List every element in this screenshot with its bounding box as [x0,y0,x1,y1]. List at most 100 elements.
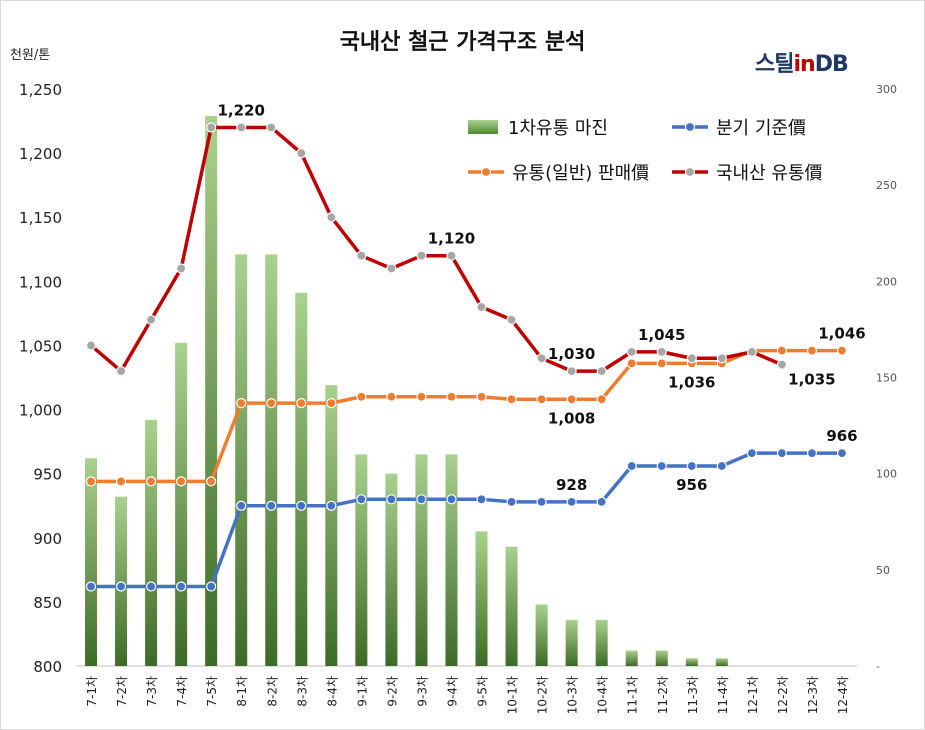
line-marker [506,496,517,507]
line-marker [686,353,697,364]
category-label: 12-3차 [806,676,820,714]
line-marker [296,148,307,159]
left-tick-label: 1,000 [19,402,62,420]
category-label: 7-4차 [175,676,189,707]
line-marker [416,391,427,402]
bar [475,531,488,666]
line-marker [206,581,217,592]
category-label: 7-5차 [205,676,219,707]
category-label: 8-1차 [235,676,249,707]
brand-logo: 스틸inDB [755,46,849,78]
category-label: 9-5차 [476,676,490,707]
bar [415,454,428,666]
bar [655,650,668,666]
line-marker [145,476,157,487]
bar [175,342,188,666]
line-marker [236,122,247,133]
line-marker [656,358,667,369]
bar [265,254,278,666]
line-marker [476,391,487,402]
line-marker [536,496,547,507]
left-tick-label: 850 [33,594,62,612]
series-line [89,125,783,373]
bar [235,254,248,666]
line-marker [656,346,667,357]
left-tick-label: 1,050 [19,337,62,355]
unit-label: 천원/톤 [10,48,51,63]
data-label: 1,030 [548,345,595,363]
line-marker [446,494,457,505]
bar [625,650,638,666]
category-label: 9-3차 [415,676,429,707]
line-marker [776,359,788,370]
line-marker [326,398,337,409]
line-marker [115,476,127,487]
line-marker [806,448,818,459]
category-label: 9-4차 [445,676,459,707]
category-label: 8-4차 [325,676,339,707]
logo-text-3: DB [814,52,849,77]
line-marker [476,301,487,313]
line-marker [566,394,577,405]
line-marker [626,358,637,369]
line-marker [506,394,517,405]
line-marker [446,250,457,261]
line-marker [536,394,547,405]
category-label: 9-2차 [385,676,399,707]
line-marker [836,448,848,459]
bar [595,619,608,666]
bar [325,385,338,666]
right-tick-label: 100 [876,468,897,481]
line-marker [266,500,277,511]
line-marker [85,340,97,351]
line-marker [236,398,247,409]
data-label: 1,046 [818,325,865,343]
line-marker [176,476,187,487]
line-marker [326,500,337,511]
line-marker [266,398,277,409]
data-label: 928 [556,476,587,494]
left-tick-label: 1,250 [19,81,62,99]
data-label: 1,220 [217,101,264,119]
data-label: 1,035 [788,371,835,389]
line-marker [536,353,547,364]
bar [505,546,518,666]
line-marker [386,494,397,505]
left-tick-label: 900 [33,530,62,548]
category-label: 8-2차 [265,676,279,707]
legend-label: 유통(일반) 판매價 [512,163,649,184]
line-marker [596,394,607,405]
data-label: 956 [676,476,707,494]
chart-title: 국내산 철근 가격구조 분석 [339,30,586,55]
line-marker [566,365,577,377]
bar [115,496,128,666]
data-label: 1,008 [548,409,595,427]
line-marker [296,500,307,511]
category-label: 9-1차 [355,676,369,707]
category-label: 10-2차 [536,676,550,714]
bar [535,604,548,666]
line-marker [626,346,637,357]
line-marker [115,365,127,377]
line-marker [386,391,397,402]
line-marker [746,448,757,459]
category-label: 12-4차 [836,676,850,714]
legend-marker [684,166,696,178]
right-tick-label: 250 [876,179,897,192]
right-tick-label: 50 [876,564,890,577]
line-marker [806,345,818,356]
line-marker [85,476,97,487]
data-label: 1,045 [638,326,685,344]
category-label: 11-3차 [686,676,700,714]
bar [445,454,458,666]
left-tick-label: 1,100 [19,273,62,291]
bar [565,619,578,666]
data-label: 1,120 [428,230,475,248]
line-marker [446,391,457,402]
line-marker [746,346,757,357]
line-marker [386,263,397,274]
bar [715,658,728,666]
category-label: 7-3차 [145,676,159,707]
line-marker [596,496,607,507]
